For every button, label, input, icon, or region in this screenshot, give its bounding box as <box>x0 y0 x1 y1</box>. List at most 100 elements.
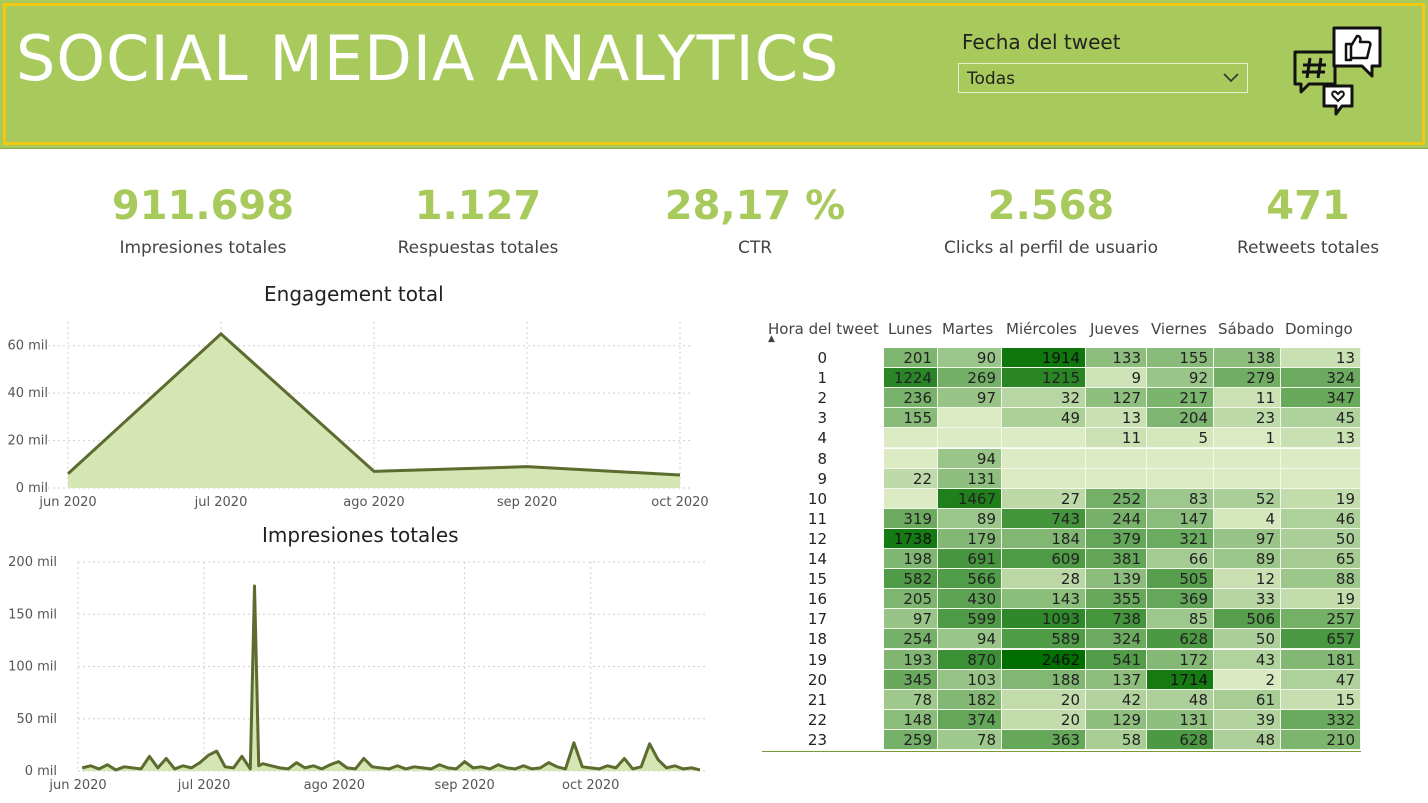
matrix-hour-label: 21 <box>807 690 827 709</box>
matrix-cell: 52 <box>1214 488 1281 509</box>
matrix-cell: 48 <box>1147 689 1214 710</box>
matrix-cell: 127 <box>1086 388 1147 409</box>
matrix-cell: 172 <box>1147 649 1214 670</box>
matrix-cell: 1714 <box>1147 669 1214 690</box>
matrix-cell: 201 <box>884 348 938 368</box>
matrix-cell: 89 <box>938 508 1002 529</box>
matrix-cell <box>1281 468 1361 489</box>
matrix-cell: 4 <box>1214 508 1281 529</box>
matrix-cell: 193 <box>884 649 938 670</box>
matrix-cell: 628 <box>1147 729 1214 750</box>
matrix-cell: 244 <box>1086 508 1147 529</box>
header-frame <box>3 3 1425 145</box>
matrix-cell: 1215 <box>1002 368 1086 389</box>
matrix-cell: 11 <box>1214 388 1281 409</box>
matrix-cell: 39 <box>1214 709 1281 730</box>
matrix-cell: 148 <box>884 709 938 730</box>
engagement-chart-title: Engagement total <box>264 282 444 306</box>
matrix-cell: 236 <box>884 388 938 409</box>
heart-chat-icon <box>1322 84 1354 116</box>
matrix-cell: 345 <box>884 669 938 690</box>
y-tick-label: 150 mil <box>8 607 57 622</box>
matrix-cell: 58 <box>1086 729 1147 750</box>
matrix-cell: 589 <box>1002 629 1086 650</box>
matrix-cell: 78 <box>884 689 938 710</box>
matrix-cell: 259 <box>884 729 938 750</box>
x-tick-label: jul 2020 <box>177 778 231 793</box>
matrix-cell: 133 <box>1086 348 1147 368</box>
date-filter-value: Todas <box>967 69 1015 89</box>
matrix-cell: 182 <box>938 689 1002 710</box>
matrix-hour-label: 19 <box>807 650 827 669</box>
kpi-value: 911.698 <box>111 183 295 229</box>
header-banner: SOCIAL MEDIA ANALYTICS Fecha del tweet T… <box>0 0 1428 149</box>
y-tick-label: 0 mil <box>25 764 57 779</box>
matrix-cell: 103 <box>938 669 1002 690</box>
matrix-cell <box>938 408 1002 429</box>
impressions-line <box>81 584 701 772</box>
matrix-cell: 13 <box>1281 348 1361 368</box>
matrix-cell: 92 <box>1147 368 1214 389</box>
x-tick-label: oct 2020 <box>562 778 619 793</box>
matrix-column-header: Jueves <box>1090 320 1140 338</box>
matrix-column-header: Lunes <box>888 320 933 338</box>
matrix-cell: 9 <box>1086 368 1147 389</box>
matrix-hour-label: 1 <box>817 369 827 388</box>
matrix-column-header: Sábado <box>1218 320 1275 338</box>
matrix-cell: 89 <box>1214 549 1281 569</box>
matrix-cell: 188 <box>1002 669 1086 690</box>
matrix-cell: 129 <box>1086 709 1147 730</box>
matrix-cell: 90 <box>938 348 1002 368</box>
date-filter-label: Fecha del tweet <box>962 30 1121 54</box>
matrix-cell: 50 <box>1281 528 1361 549</box>
matrix-cell: 66 <box>1147 549 1214 569</box>
y-tick-label: 0 mil <box>16 481 48 496</box>
matrix-hour-label: 17 <box>807 610 827 629</box>
sort-ascending-icon[interactable]: ▲ <box>768 334 775 344</box>
matrix-hour-label: 11 <box>807 509 827 528</box>
y-tick-label: 40 mil <box>7 386 48 401</box>
matrix-cell: 143 <box>1002 589 1086 610</box>
engagement-chart[interactable]: jun 2020 jul 2020 ago 2020 sep 2020 oct 2020… <box>0 310 720 515</box>
matrix-cell: 47 <box>1281 669 1361 690</box>
matrix-cell: 252 <box>1086 488 1147 509</box>
impressions-chart-title: Impresiones totales <box>262 523 459 547</box>
matrix-cell: 5 <box>1147 428 1214 449</box>
matrix-cell: 2 <box>1214 669 1281 690</box>
date-filter-dropdown[interactable]: Todas <box>958 63 1248 93</box>
matrix-cell: 691 <box>938 549 1002 569</box>
matrix-cell: 210 <box>1281 729 1361 750</box>
matrix-cell: 430 <box>938 589 1002 610</box>
matrix-cell: 870 <box>938 649 1002 670</box>
matrix-cell: 88 <box>1281 569 1361 590</box>
matrix-hour-label: 14 <box>807 550 827 568</box>
matrix-cell: 22 <box>884 468 938 489</box>
kpi-value: 471 <box>1266 183 1350 229</box>
matrix-cell: 97 <box>884 609 938 630</box>
matrix-hour-label: 4 <box>817 429 827 448</box>
matrix-cell <box>1214 448 1281 469</box>
matrix-hour-label: 2 <box>817 389 827 408</box>
matrix-cell: 61 <box>1214 689 1281 710</box>
matrix-cell <box>1147 468 1214 489</box>
matrix-cell: 45 <box>1281 408 1361 429</box>
matrix-hour-label: 3 <box>817 409 827 428</box>
matrix-cell: 324 <box>1086 629 1147 650</box>
matrix-cell: 541 <box>1086 649 1147 670</box>
chevron-down-icon[interactable] <box>1219 66 1243 90</box>
impressions-chart[interactable]: jun 2020 jul 2020 ago 2020 sep 2020 oct 2020… <box>0 550 720 800</box>
kpi-value: 1.127 <box>414 183 542 229</box>
matrix-cell: 43 <box>1214 649 1281 670</box>
matrix-cell: 204 <box>1147 408 1214 429</box>
matrix-cell: 50 <box>1214 629 1281 650</box>
matrix-hour-label: 12 <box>807 529 827 548</box>
matrix-cell <box>1086 448 1147 469</box>
matrix-cell: 599 <box>938 609 1002 630</box>
matrix-cell: 131 <box>1147 709 1214 730</box>
matrix-cell: 19 <box>1281 589 1361 610</box>
matrix-cell: 319 <box>884 508 938 529</box>
matrix-cell: 20 <box>1002 689 1086 710</box>
kpi-replies: 1.127 Respuestas totales <box>378 186 578 258</box>
matrix-cell: 179 <box>938 528 1002 549</box>
matrix-cell: 269 <box>938 368 1002 389</box>
